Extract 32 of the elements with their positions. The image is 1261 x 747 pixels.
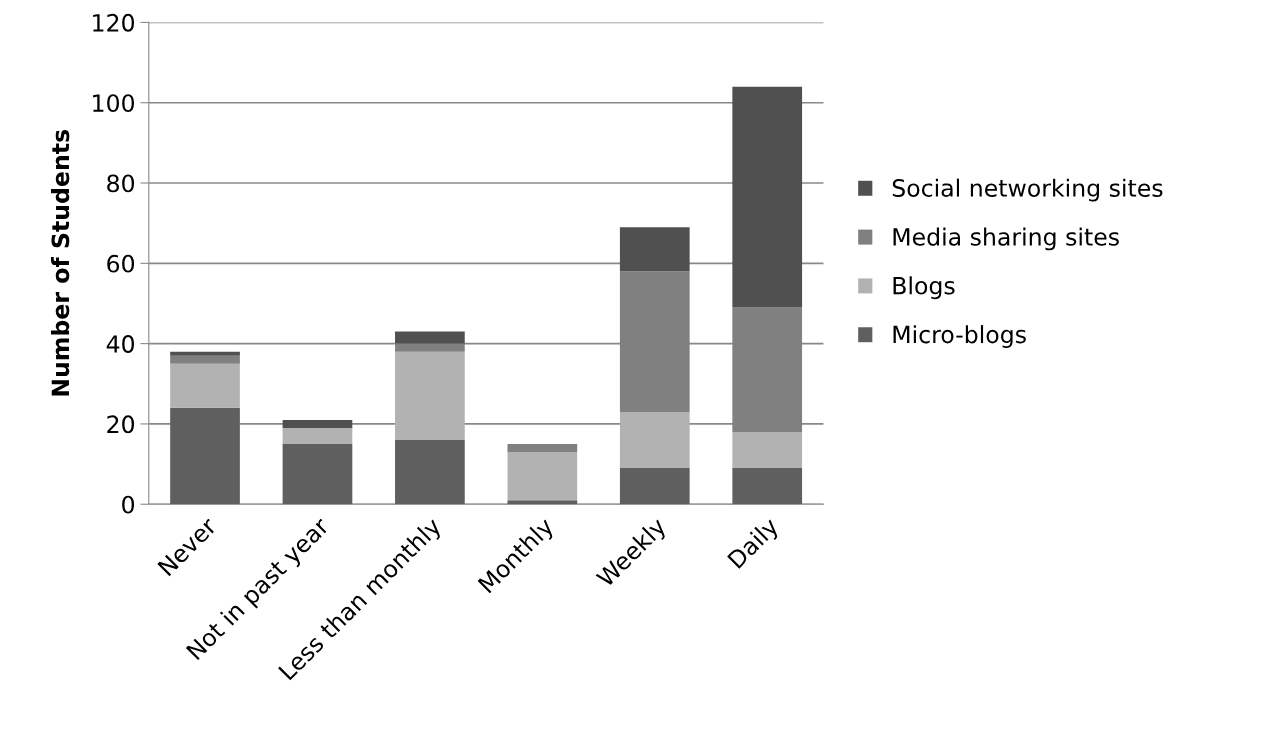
y-tick-label: 0: [122, 495, 135, 514]
bar: [282, 427, 353, 444]
bar: [395, 351, 465, 440]
bar: [619, 468, 690, 505]
bar: [507, 452, 578, 501]
bar: [732, 431, 803, 469]
bar: [619, 227, 690, 272]
bar: [507, 444, 578, 453]
bar: [395, 439, 465, 505]
y-tick-label: 40: [106, 335, 135, 353]
bar: [170, 407, 240, 505]
legend-label: Social networking sites: [892, 178, 1163, 202]
bar: [170, 351, 240, 356]
bar: [732, 468, 803, 505]
legend-label: Micro-blogs: [893, 325, 1026, 348]
legend-label: Media sharing sites: [893, 227, 1119, 251]
bar: [170, 355, 240, 364]
bar: [395, 331, 465, 344]
bar: [282, 444, 353, 505]
y-tick-label: 20: [107, 415, 135, 434]
y-tick-label: 60: [107, 254, 135, 273]
bar: [507, 500, 578, 505]
bar: [732, 86, 803, 308]
bar: [170, 363, 240, 408]
legend-label: Blogs: [893, 276, 955, 300]
bar: [395, 343, 465, 352]
y-tick-label: 120: [93, 13, 135, 32]
y-axis-title: Number of Students: [51, 130, 70, 396]
y-tick-label: 80: [107, 174, 135, 193]
y-tick-label: 100: [93, 94, 135, 113]
bar: [619, 411, 690, 469]
bar: [282, 419, 353, 428]
